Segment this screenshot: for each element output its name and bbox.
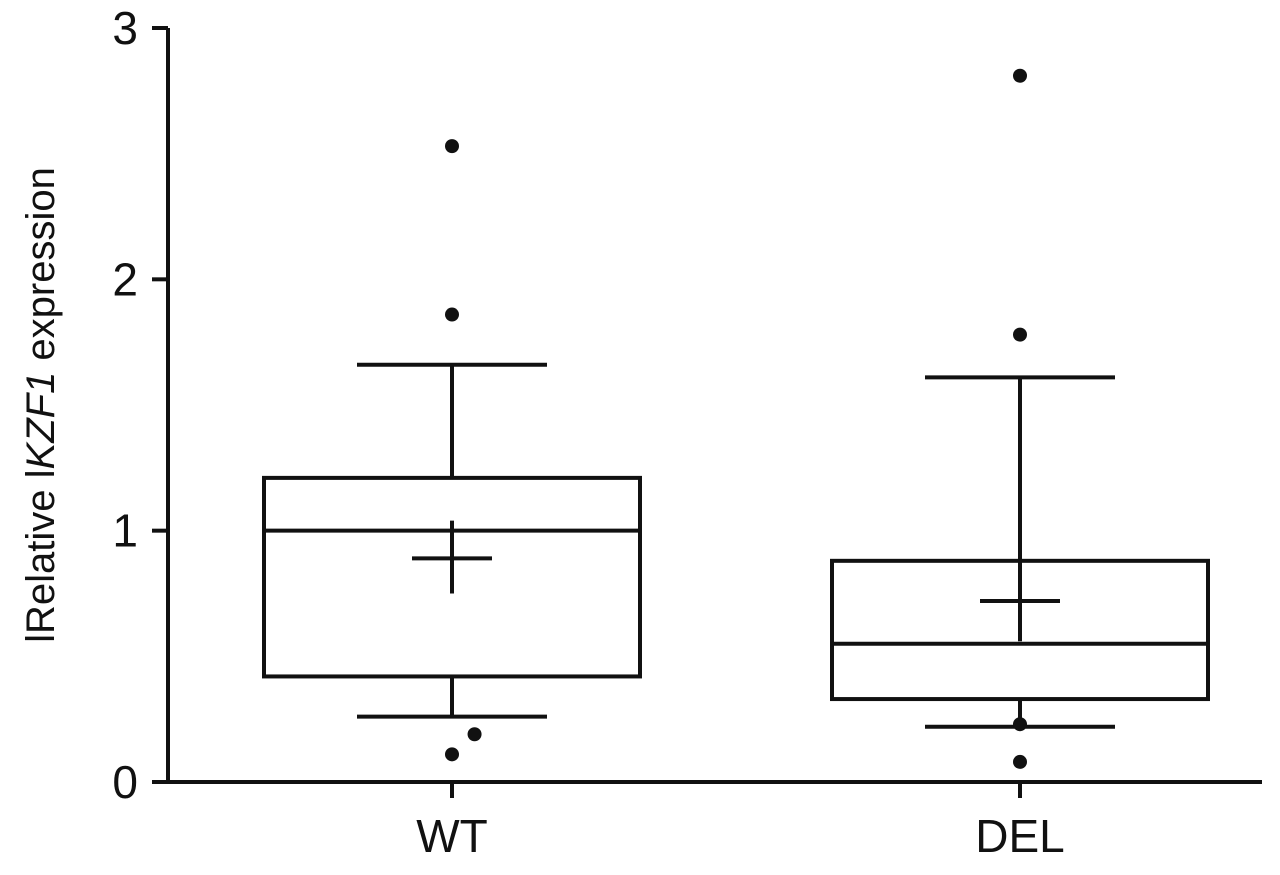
- outlier-point: [445, 139, 459, 154]
- y-tick-label: 0: [112, 756, 138, 808]
- y-axis-label: lRelative lKZF1 expression: [19, 167, 63, 643]
- y-axis: 0 1 2 3: [112, 2, 170, 808]
- box-series: [262, 68, 1210, 769]
- outlier-point: [1013, 68, 1027, 83]
- box-group-del: [830, 68, 1210, 769]
- outlier-point: [1013, 754, 1027, 769]
- box-group-wt: [262, 139, 642, 762]
- x-axis: WT DEL: [166, 780, 1262, 862]
- outlier-point: [1013, 717, 1027, 732]
- x-tick-label: DEL: [975, 810, 1064, 862]
- y-tick-label: 2: [112, 253, 138, 305]
- y-tick-label: 1: [112, 505, 138, 557]
- interquartile-box: [262, 475, 642, 679]
- x-tick-label: WT: [416, 810, 488, 862]
- outlier-point: [1013, 327, 1027, 342]
- outlier-point: [445, 747, 459, 762]
- outlier-point: [445, 307, 459, 322]
- y-tick-label: 3: [112, 2, 138, 54]
- outlier-point: [467, 727, 482, 742]
